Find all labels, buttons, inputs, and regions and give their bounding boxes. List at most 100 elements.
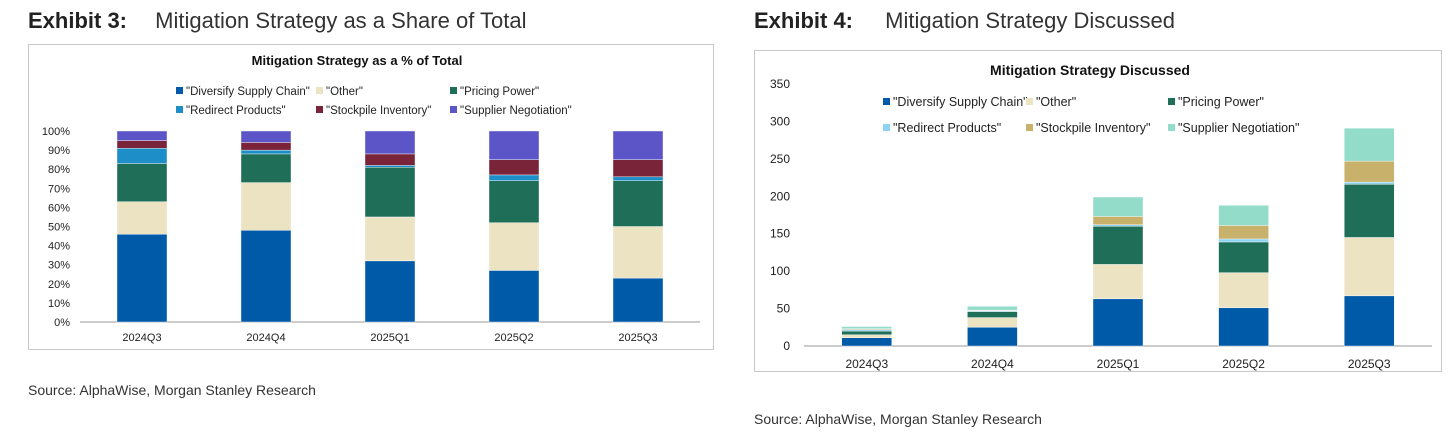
legend-swatch: [883, 98, 890, 105]
bar-segment: [967, 306, 1018, 311]
legend-entry: "Supplier Negotiation": [1178, 121, 1299, 135]
bar-segment: [612, 159, 664, 178]
bar-segment: [488, 159, 540, 176]
legend-entry: "Pricing Power": [1178, 95, 1264, 109]
y-tick-label: 0: [783, 339, 790, 353]
x-tick-label: 2024Q4: [246, 332, 285, 344]
y-tick-label: 100: [770, 264, 790, 278]
legend-swatch: [450, 106, 457, 113]
legend-entry: "Stockpile Inventory": [326, 105, 431, 117]
bar-segment: [1092, 264, 1144, 300]
legend-entry: "Stockpile Inventory": [1036, 121, 1150, 135]
x-tick-label: 2025Q3: [618, 332, 657, 344]
legend-entry: "Other": [326, 86, 363, 98]
y-tick-label: 150: [770, 227, 790, 241]
bar-segment: [841, 326, 893, 329]
bar-segment: [240, 182, 292, 231]
y-tick-label: 30%: [48, 260, 70, 272]
legend-swatch: [1168, 124, 1175, 131]
y-tick-label: 70%: [48, 183, 70, 195]
bar-segment: [240, 149, 292, 155]
legend-entry: "Supplier Negotiation": [460, 105, 572, 117]
exhibit-4-title: Mitigation Strategy Discussed: [885, 8, 1175, 33]
bar-segment: [364, 167, 416, 218]
bar-segment: [364, 260, 416, 323]
bar-segment: [1344, 127, 1395, 162]
bar-segment: [841, 329, 893, 332]
bar-segment: [364, 165, 416, 168]
x-tick-label: 2025Q2: [494, 332, 533, 344]
bar-segment: [1092, 196, 1144, 217]
exhibit-4-header: Exhibit 4: Mitigation Strategy Discussed: [754, 8, 1175, 34]
y-tick-label: 0%: [54, 317, 70, 329]
legend-swatch: [316, 106, 323, 113]
legend-entry: "Redirect Products": [186, 105, 286, 117]
bar-segment: [1344, 181, 1395, 185]
bar-segment: [1218, 205, 1269, 226]
bar-segment: [488, 270, 540, 323]
bar-segment: [364, 153, 416, 166]
chart-title: Mitigation Strategy as a % of Total: [252, 53, 463, 68]
bar-segment: [240, 153, 292, 183]
bar-segment: [116, 201, 168, 235]
chart-title: Mitigation Strategy Discussed: [990, 62, 1190, 78]
legend-swatch: [1026, 124, 1033, 131]
exhibit-3-label: Exhibit 3:: [28, 8, 128, 33]
y-tick-label: 50: [777, 302, 791, 316]
x-tick-label: 2025Q1: [370, 332, 409, 344]
legend-swatch: [316, 87, 323, 94]
exhibit-3-title: Mitigation Strategy as a Share of Total: [155, 8, 527, 33]
bar-segment: [364, 130, 416, 155]
legend-swatch: [176, 87, 183, 94]
bar-segment: [612, 277, 664, 323]
bar-segment: [1092, 224, 1144, 227]
y-tick-label: 10%: [48, 298, 70, 310]
bar-segment: [1344, 295, 1395, 347]
bar-segment: [364, 216, 416, 262]
x-tick-label: 2024Q4: [971, 357, 1014, 371]
bar-segment: [1218, 241, 1269, 273]
bar-segment: [967, 327, 1018, 347]
bar-segment: [488, 130, 540, 160]
bar-segment: [1344, 160, 1395, 183]
bar-segment: [240, 130, 292, 143]
bar-segment: [1218, 307, 1269, 347]
y-tick-label: 200: [770, 189, 790, 203]
exhibit-4-label: Exhibit 4:: [754, 8, 854, 33]
bar-segment: [612, 226, 664, 279]
bar-segment: [841, 330, 893, 335]
legend-swatch: [1168, 98, 1175, 105]
y-tick-label: 80%: [48, 164, 70, 176]
bar-segment: [116, 233, 168, 323]
bar-segment: [240, 230, 292, 323]
exhibit-3-chart: Mitigation Strategy as a % of Total "Dive…: [42, 53, 700, 344]
bar-segment: [612, 180, 664, 227]
bar-segment: [116, 147, 168, 164]
bar-segment: [612, 176, 664, 181]
legend-swatch: [176, 106, 183, 113]
bar-segment: [240, 142, 292, 151]
legend-entry: "Pricing Power": [460, 86, 539, 98]
bar-segment: [1218, 272, 1269, 309]
y-tick-label: 40%: [48, 241, 70, 253]
legend-swatch: [1026, 98, 1033, 105]
legend-entry: "Other": [1036, 95, 1076, 109]
bar-segment: [841, 334, 893, 338]
y-tick-label: 20%: [48, 279, 70, 291]
legend-swatch: [883, 124, 890, 131]
x-tick-label: 2024Q3: [845, 357, 888, 371]
exhibit-4-source: Source: AlphaWise, Morgan Stanley Resear…: [754, 411, 1042, 427]
bar-segment: [488, 180, 540, 223]
exhibit-3-header: Exhibit 3: Mitigation Strategy as a Shar…: [28, 8, 527, 34]
x-tick-label: 2024Q3: [122, 332, 161, 344]
legend-swatch: [450, 87, 457, 94]
bar-segment: [1092, 216, 1144, 225]
exhibit-4: Exhibit 4: Mitigation Strategy Discussed…: [728, 0, 1456, 442]
bar-segment: [116, 140, 168, 149]
bar-segment: [967, 317, 1018, 328]
legend-entry: "Diversify Supply Chain": [186, 86, 310, 98]
y-tick-label: 350: [770, 77, 790, 91]
y-tick-label: 90%: [48, 145, 70, 157]
bar-segment: [116, 163, 168, 202]
bar-segment: [488, 174, 540, 181]
